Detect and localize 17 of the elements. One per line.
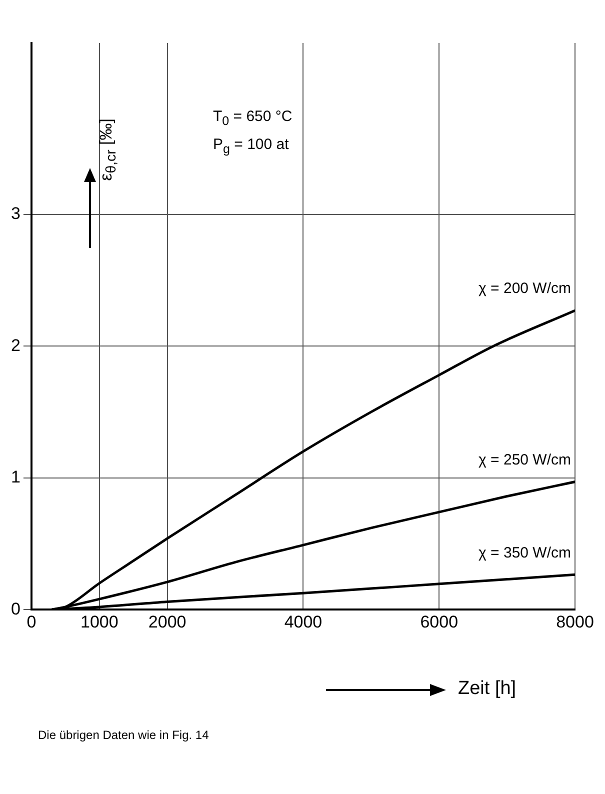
y-tick-label: 2 [10,336,20,355]
x-tick-label: 4000 [284,612,322,632]
x-tick-label: 6000 [420,612,458,632]
series-label: χ = 250 W/cm [478,451,571,468]
series-label: χ = 200 W/cm [478,280,571,298]
x-tick-label: 0 [26,612,36,632]
annotation: P$_{g}$ = 100 at [213,136,289,156]
y-tick-label: 0 [10,599,20,618]
text: Die übrigen Daten wie in Fig. 14 [38,728,209,742]
series-label: χ = 350 W/cm [478,544,571,562]
y-tick-label: 1 [10,468,20,487]
y-tick-label: 3 [10,204,20,223]
x-tick-label: 8000 [556,612,594,632]
x-tick-label: 1000 [80,612,118,632]
annotation: T$_{0}$ = 650 °C [213,108,292,128]
x-tick-label: 2000 [148,612,186,632]
x-axis-title: Zeit [h] [458,678,516,700]
